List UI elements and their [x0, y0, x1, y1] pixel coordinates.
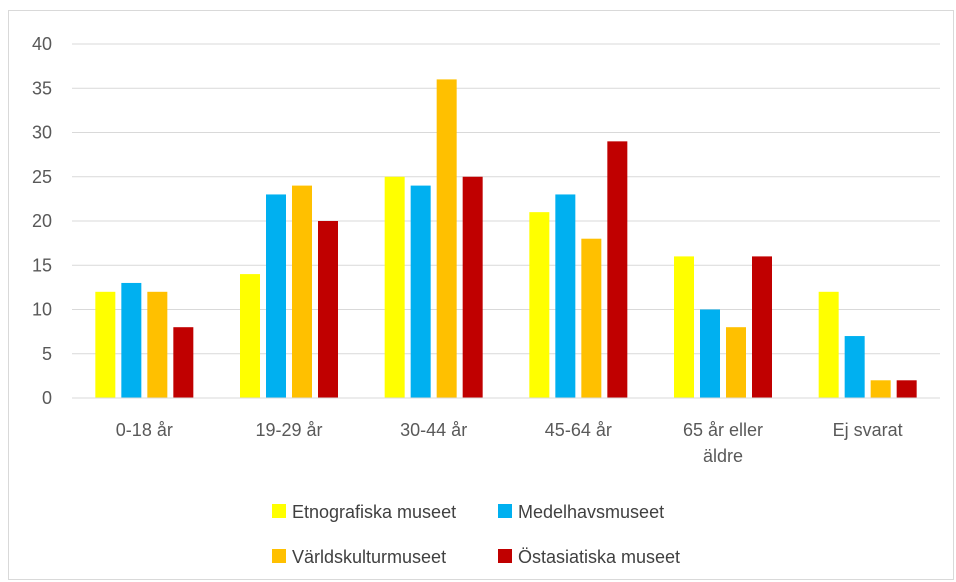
legend-label: Östasiatiska museet [518, 547, 680, 567]
bar [147, 291, 168, 398]
x-tick-label: 0-18 år [116, 420, 173, 440]
bar [529, 212, 550, 398]
bar [581, 238, 602, 398]
bar [462, 176, 483, 398]
bar [752, 256, 772, 398]
bar [410, 185, 431, 398]
x-tick-label: 30-44 år [400, 420, 467, 440]
bars [95, 79, 917, 399]
bar [896, 380, 917, 398]
legend-label: Medelhavsmuseet [518, 502, 664, 522]
y-tick-label: 40 [32, 34, 52, 54]
gridlines [72, 43, 940, 399]
bar [95, 291, 116, 398]
bar [607, 141, 628, 398]
y-tick-label: 5 [42, 344, 52, 364]
x-tick-label: 19-29 år [255, 420, 322, 440]
x-axis: 0-18 år 19-29 år 30-44 år 45-64 år 65 år ell… [72, 397, 940, 466]
x-tick-label: 65 år eller [683, 420, 763, 440]
x-tick-label: Ej svarat [833, 420, 903, 440]
bar [436, 79, 457, 399]
bar [121, 282, 142, 398]
y-tick-label: 10 [32, 300, 52, 320]
bar [726, 327, 746, 398]
y-axis: 0 5 10 15 20 25 30 35 40 [32, 34, 52, 408]
bar [384, 176, 405, 398]
x-tick-label: 45-64 år [545, 420, 612, 440]
legend-swatch [272, 504, 286, 518]
bar [266, 194, 286, 398]
legend-label: Etnografiska museet [292, 502, 456, 522]
y-tick-label: 15 [32, 255, 52, 275]
y-tick-label: 0 [42, 388, 52, 408]
legend-swatch [498, 504, 512, 518]
bar [870, 380, 891, 398]
bar [318, 221, 338, 398]
bar [844, 336, 865, 398]
legend-swatch [498, 549, 512, 563]
bar [674, 256, 694, 398]
y-tick-label: 30 [32, 123, 52, 143]
bar [555, 194, 576, 398]
y-tick-label: 25 [32, 167, 52, 187]
bar [818, 291, 839, 398]
legend: Etnografiska museet Medelhavsmuseet Världs… [272, 502, 680, 567]
y-tick-label: 35 [32, 78, 52, 98]
y-tick-label: 20 [32, 211, 52, 231]
legend-label: Världskulturmuseet [292, 547, 446, 567]
legend-swatch [272, 549, 286, 563]
bar [173, 327, 194, 398]
x-tick-label: äldre [703, 446, 743, 466]
bar [240, 274, 260, 398]
bar [292, 185, 312, 398]
bar [700, 309, 720, 398]
